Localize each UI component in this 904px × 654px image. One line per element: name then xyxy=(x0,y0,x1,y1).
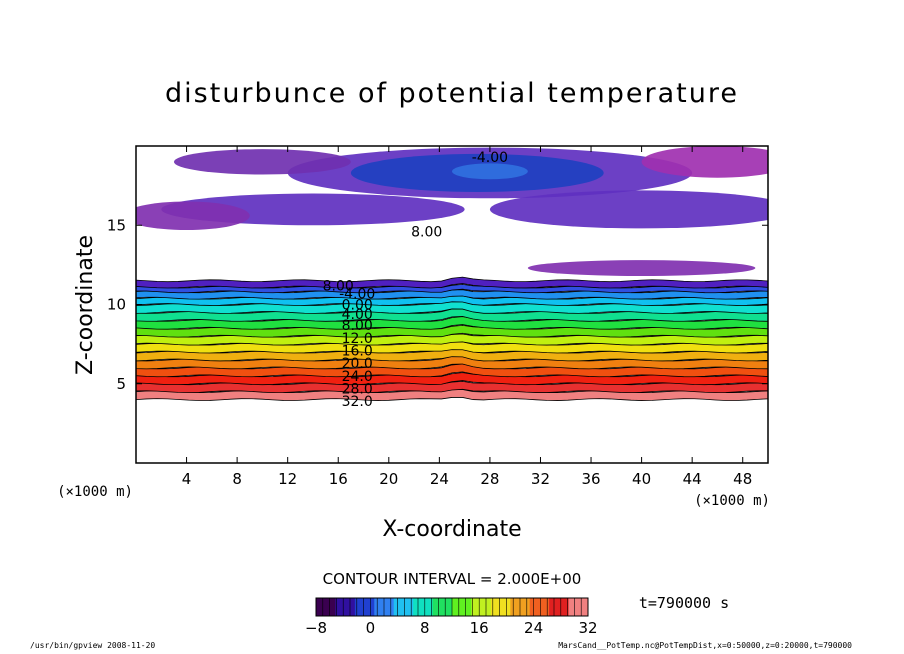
x-axis: 4 8 12 16 20 24 28 32 36 40 44 48 xyxy=(182,146,752,488)
upper-blob-8 xyxy=(136,201,250,231)
band-12 xyxy=(136,308,768,322)
x-tick-label-16: 16 xyxy=(329,470,348,488)
contour-label-12: -4.00 xyxy=(472,150,508,166)
x-tick-label-20: 20 xyxy=(379,470,398,488)
band--4 xyxy=(136,276,768,289)
colorbar-ticks: −8 0 8 16 24 32 xyxy=(305,619,598,637)
upper-blob-2 xyxy=(452,163,528,180)
contour-label-5: 12.0 xyxy=(342,331,373,347)
colorbar xyxy=(315,598,589,616)
contour-label-6: 8.00 xyxy=(342,318,373,334)
upper-blob-6 xyxy=(489,190,768,229)
colorbar-tick-1: 0 xyxy=(366,619,376,637)
x-tick-label-24: 24 xyxy=(430,470,449,488)
chart-title: disturbunce of potential temperature xyxy=(165,78,739,109)
colorbar-tick-5: 32 xyxy=(578,619,597,637)
y-tick-label-15: 15 xyxy=(107,216,126,234)
x-tick-label-32: 32 xyxy=(531,470,550,488)
colorbar-tick-2: 8 xyxy=(420,619,430,637)
contour-label-11: 8.00 xyxy=(411,225,442,241)
x-tick-label-48: 48 xyxy=(733,470,752,488)
contour-label-2: 24.0 xyxy=(342,369,373,385)
colorbar-swatch-2 xyxy=(354,598,375,616)
x-tick-label-12: 12 xyxy=(278,470,297,488)
footer-left: /usr/bin/gpview 2008-11-20 xyxy=(30,641,156,650)
time-label: t=790000 s xyxy=(639,594,729,612)
x-tick-label-40: 40 xyxy=(632,470,651,488)
band-32 xyxy=(136,389,768,401)
x-tick-label-28: 28 xyxy=(480,470,499,488)
x-axis-label: X-coordinate xyxy=(382,517,521,542)
y-tick-label-5: 5 xyxy=(116,375,126,393)
colorbar-swatch-8 xyxy=(471,598,492,616)
plot-area xyxy=(136,146,768,401)
y-axis-label: Z-coordinate xyxy=(73,235,98,375)
upper-blob-7 xyxy=(527,260,756,276)
contour-label-9: -4.00 xyxy=(339,286,375,302)
band-24 xyxy=(136,355,768,370)
contour-label-7: 4.00 xyxy=(342,307,373,323)
colorbar-swatch-12 xyxy=(549,598,570,616)
colorbar-swatch-11 xyxy=(529,598,550,616)
contour-interval: CONTOUR INTERVAL = 2.000E+00 xyxy=(323,570,582,588)
colorbar-tick-3: 16 xyxy=(470,619,489,637)
contour-label-0: 32.0 xyxy=(342,394,373,410)
contour-label-10: 8.00 xyxy=(323,278,354,294)
colorbar-swatch-5 xyxy=(413,598,434,616)
x-tick-label-8: 8 xyxy=(232,470,242,488)
x-tick-label-36: 36 xyxy=(581,470,600,488)
colorbar-swatch-7 xyxy=(452,598,472,616)
colorbar-tick-4: 24 xyxy=(524,619,543,637)
colorbar-frame xyxy=(315,597,589,617)
x-unit-right: (×1000 m) xyxy=(694,493,770,509)
x-tick-label-44: 44 xyxy=(683,470,702,488)
colorbar-swatch-13 xyxy=(568,598,589,616)
upper-blob-3 xyxy=(173,149,351,175)
upper-blob-4 xyxy=(641,146,768,178)
colorbar-swatch-1 xyxy=(335,598,356,616)
x-unit-left: (×1000 m) xyxy=(57,484,133,500)
colorbar-swatch-6 xyxy=(432,598,453,616)
contour-label-1: 28.0 xyxy=(342,382,373,398)
contour-label-4: 16.0 xyxy=(342,343,373,359)
contour-label-3: 20.0 xyxy=(342,356,373,372)
colorbar-tick-0: −8 xyxy=(305,619,327,637)
y-axis: 5 10 15 xyxy=(107,216,768,393)
footer-right: MarsCand__PotTemp.nc@PotTempDist,x=0:500… xyxy=(558,641,852,650)
contour-labels: 32.028.024.020.016.012.08.004.000.00-4.0… xyxy=(323,150,508,410)
x-tick-label-4: 4 xyxy=(182,470,192,488)
contour-label-8: 0.00 xyxy=(342,298,373,314)
y-tick-label-10: 10 xyxy=(107,296,126,314)
colorbar-swatch-9 xyxy=(490,598,511,616)
colorbar-swatch-4 xyxy=(393,598,414,616)
colorbar-swatch-0 xyxy=(316,598,336,616)
